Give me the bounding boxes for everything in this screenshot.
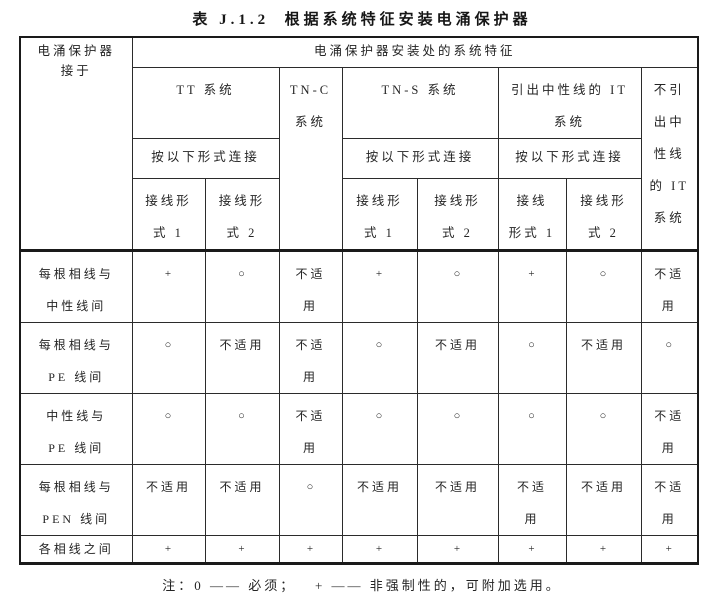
data-cell: + <box>497 248 567 323</box>
table-title: 表 J.1.2 根据系统特征安装电涌保护器 <box>192 12 532 28</box>
data-cell: ○ <box>131 392 206 465</box>
data-cell: 不适用 <box>416 463 499 536</box>
data-cell: 不适 用 <box>640 392 699 465</box>
header-tt-form1: 接线形 式 1 <box>131 177 206 251</box>
table-row-neutral-to-pe: 中性线与 PE 线间 ○ ○ 不适 用 ○ ○ ○ ○ 不适 用 <box>19 392 699 465</box>
data-cell: 不适用 <box>204 321 280 394</box>
data-cell: ○ <box>416 392 499 465</box>
data-cell: + <box>131 534 206 565</box>
header-it-form1: 接线 形式 1 <box>497 177 567 251</box>
footnote: 注：0 —— 必须； + —— 非强制性的，可附加选用。 <box>162 577 562 593</box>
header-tnc-system: TN-C 系统 <box>278 66 343 251</box>
data-cell: 不适 用 <box>278 321 343 394</box>
data-cell: + <box>204 534 280 565</box>
header-tns-system: TN-S 系统 <box>341 66 499 139</box>
table-row-phase-to-pen: 每根相线与 PEN 线间 不适用 不适用 ○ 不适用 不适用 不适 用 不适用 … <box>19 463 699 536</box>
header-tt-system: TT 系统 <box>131 66 280 139</box>
data-cell: + <box>341 248 418 323</box>
table-row-phase-to-pe: 每根相线与 PE 线间 ○ 不适用 不适 用 ○ 不适用 ○ 不适用 ○ <box>19 321 699 394</box>
data-cell: ○ <box>565 392 642 465</box>
header-tns-connect-forms: 按以下形式连接 <box>341 137 499 179</box>
data-cell: ○ <box>341 392 418 465</box>
header-tns-form2: 接线形 式 2 <box>416 177 499 251</box>
data-cell: + <box>497 534 567 565</box>
data-cell: 不适用 <box>416 321 499 394</box>
header-tt-form2: 接线形 式 2 <box>204 177 280 251</box>
data-cell: ○ <box>204 248 280 323</box>
row-label: 各相线之间 <box>19 534 133 565</box>
data-cell: ○ <box>416 248 499 323</box>
header-tns-form1: 接线形 式 1 <box>341 177 418 251</box>
data-cell: 不适 用 <box>497 463 567 536</box>
table-row: 电涌保护器 接于 电涌保护器安装处的系统特征 <box>19 36 699 251</box>
data-cell: 不适用 <box>341 463 418 536</box>
table-row: 按以下形式连接 按以下形式连接 按以下形式连接 <box>20 137 698 179</box>
data-cell: 不适 用 <box>640 463 699 536</box>
surge-protector-table: 电涌保护器 接于 电涌保护器安装处的系统特征 TT 系统 TN-C 系统 TN-… <box>19 36 700 565</box>
data-cell: + <box>341 534 418 565</box>
data-cell: ○ <box>497 321 567 394</box>
data-cell: + <box>131 248 206 323</box>
data-cell: ○ <box>131 321 206 394</box>
document-page: 表 J.1.2 根据系统特征安装电涌保护器 电涌保护器 接于 电涌保护器安装处的… <box>0 8 724 593</box>
data-cell: + <box>278 534 343 565</box>
data-cell: ○ <box>341 321 418 394</box>
data-cell: ○ <box>497 392 567 465</box>
header-tt-connect-forms: 按以下形式连接 <box>131 137 280 179</box>
header-system-characteristics: 电涌保护器安装处的系统特征 <box>131 36 699 68</box>
data-cell: ○ <box>640 321 699 394</box>
row-label: 中性线与 PE 线间 <box>19 392 133 465</box>
data-cell: 不适用 <box>204 463 280 536</box>
corner-cell-connected-to: 电涌保护器 接于 <box>19 36 133 251</box>
data-cell: 不适用 <box>565 321 642 394</box>
table-row: TT 系统 TN-C 系统 TN-S 系统 引出中性线的 IT 系统 不引 出中… <box>20 66 699 251</box>
data-cell: ○ <box>565 248 642 323</box>
header-it-without-neutral-system: 不引 出中 性线 的 IT 系统 <box>640 66 699 251</box>
table-row-phase-to-neutral: 每根相线与 中性线间 + ○ 不适 用 + ○ + ○ 不适 用 <box>19 248 699 323</box>
data-cell: 不适 用 <box>278 392 343 465</box>
data-cell: ○ <box>278 463 343 536</box>
data-cell: + <box>565 534 642 565</box>
data-cell: 不适 用 <box>640 248 699 323</box>
data-cell: 不适 用 <box>278 248 343 323</box>
header-it-form2: 接线形 式 2 <box>565 177 642 251</box>
row-label: 每根相线与 中性线间 <box>19 248 133 323</box>
row-label: 每根相线与 PEN 线间 <box>19 463 133 536</box>
data-cell: + <box>416 534 499 565</box>
table-row-between-phases: 各相线之间 + + + + + + + + <box>19 534 699 565</box>
data-cell: 不适用 <box>565 463 642 536</box>
table-row: 接线形 式 1 接线形 式 2 接线形 式 1 接线形 式 2 接线 形式 1 … <box>20 177 698 251</box>
data-cell: 不适用 <box>131 463 206 536</box>
row-label: 每根相线与 PE 线间 <box>19 321 133 394</box>
data-cell: ○ <box>204 392 280 465</box>
data-cell: + <box>640 534 699 565</box>
header-it-with-neutral-system: 引出中性线的 IT 系统 <box>497 66 642 139</box>
header-it-connect-forms: 按以下形式连接 <box>497 137 642 179</box>
